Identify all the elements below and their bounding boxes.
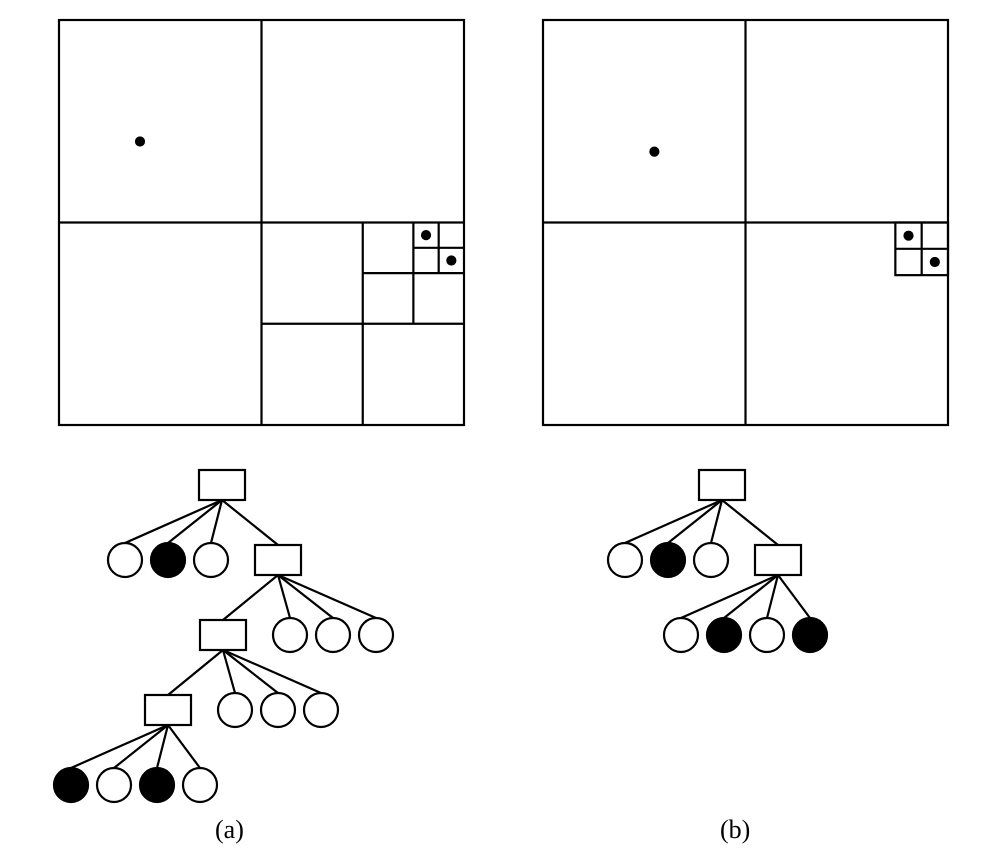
a-tree-edge-0-0 [125, 500, 222, 543]
b-tree-node-0-1 [651, 543, 685, 577]
a-tree-node-3-0 [54, 768, 88, 802]
b-tree-node-1-1 [707, 618, 741, 652]
b-pt-small-tl [905, 232, 913, 240]
a-tree-node-3-2 [140, 768, 174, 802]
b-tree-edge-0-0 [625, 500, 722, 543]
figure-stage: (a) (b) [0, 0, 1000, 851]
label-a: (a) [215, 815, 244, 845]
a-tree-node-p0 [199, 470, 245, 500]
figure-svg [0, 0, 1000, 851]
a-pt-tl [136, 138, 144, 146]
a-tree-edge-2-3 [223, 650, 321, 693]
b-tree-edge-0-3 [722, 500, 778, 545]
b-tree-edge-1-0 [681, 575, 778, 618]
a-tree-node-2-2 [261, 693, 295, 727]
a-tree-node-2-1 [218, 693, 252, 727]
a-tree-node-1-1 [273, 618, 307, 652]
a-tree-node-3-3 [183, 768, 217, 802]
a-tree-edge-3-0 [71, 725, 168, 768]
a-tree-node-1-2 [316, 618, 350, 652]
a-pt-deep-br [447, 256, 455, 264]
label-b: (b) [720, 815, 750, 845]
a-tree-node-1-0 [200, 620, 246, 650]
a-tree-node-3-1 [97, 768, 131, 802]
a-tree-node-0-1 [151, 543, 185, 577]
b-tree-node-1-2 [750, 618, 784, 652]
b-tree-node-p0 [699, 470, 745, 500]
a-tree-node-2-3 [304, 693, 338, 727]
a-tree-edge-3-3 [168, 725, 200, 768]
b-tree-node-1-0 [664, 618, 698, 652]
b-pt-small-br [931, 258, 939, 266]
a-tree-node-0-3 [255, 545, 301, 575]
b-tree-node-1-3 [793, 618, 827, 652]
a-tree-edge-1-3 [278, 575, 376, 618]
b-tree-edge-1-3 [778, 575, 810, 618]
a-tree-edge-2-0 [168, 650, 223, 695]
a-tree-node-2-0 [145, 695, 191, 725]
a-tree-edge-2-1 [223, 650, 235, 693]
b-tree-node-0-3 [755, 545, 801, 575]
a-tree-node-1-3 [359, 618, 393, 652]
b-tree-node-0-2 [694, 543, 728, 577]
a-tree-edge-0-3 [222, 500, 278, 545]
a-tree-node-0-2 [194, 543, 228, 577]
a-tree-edge-1-0 [223, 575, 278, 620]
a-tree-node-0-0 [108, 543, 142, 577]
b-tree-node-0-0 [608, 543, 642, 577]
b-pt-tl [650, 148, 658, 156]
a-tree-edge-1-1 [278, 575, 290, 618]
a-pt-deep-tl [422, 231, 430, 239]
